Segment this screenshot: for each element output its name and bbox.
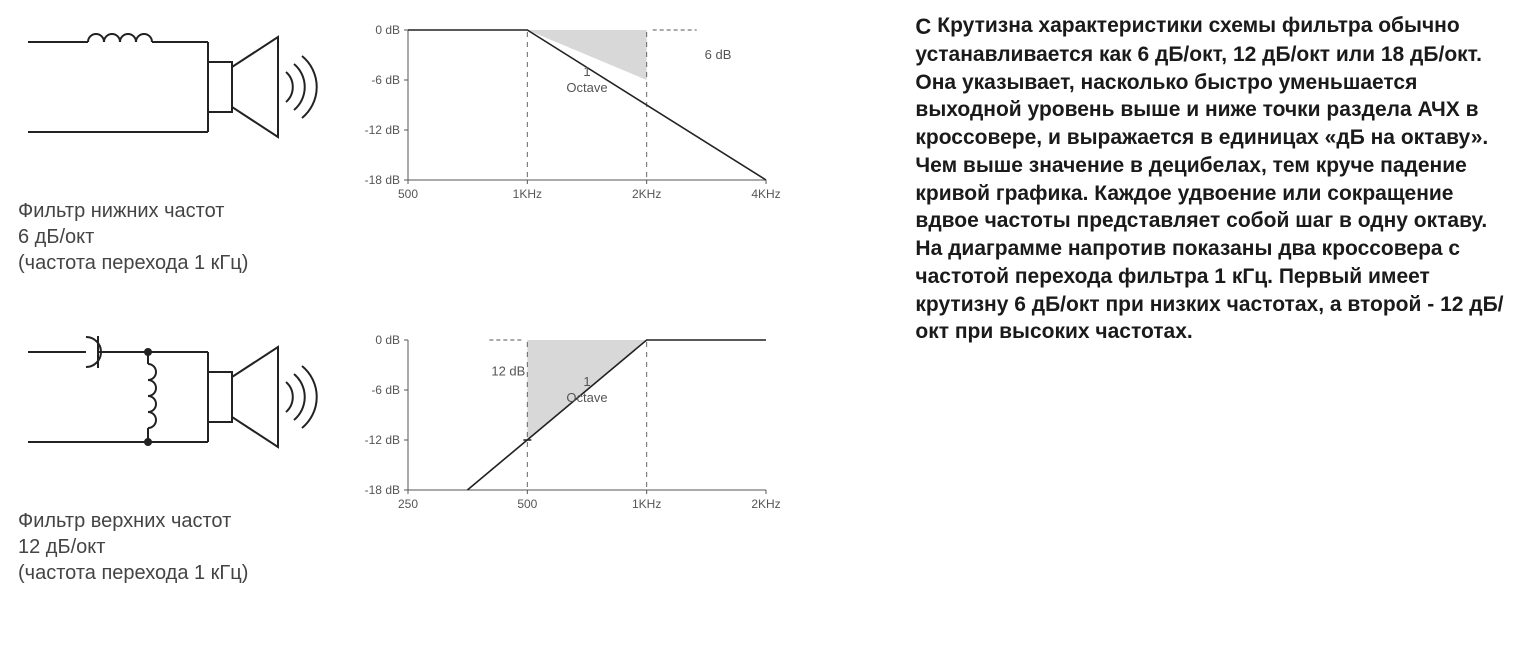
highpass-chart-svg: 0 dB -6 dB -12 dB -18 dB250 500 1KHz 2KHz 1Octa… [346, 322, 786, 522]
svg-text:1KHz: 1KHz [513, 187, 542, 201]
svg-text:-6 dB: -6 dB [371, 383, 400, 397]
paragraph-text: Крутизна характеристики схемы фильтра об… [915, 14, 1503, 343]
lowpass-caption-l2: 6 дБ/окт [18, 226, 94, 248]
description-paragraph: CКрутизна характеристики схемы фильтра о… [915, 12, 1515, 346]
highpass-caption-l1: Фильтр верхних частот [18, 510, 231, 532]
lowpass-circuit: Фильтр нижних частот 6 дБ/окт (частота п… [18, 12, 318, 276]
svg-text:12 dB: 12 dB [491, 363, 525, 378]
svg-text:500: 500 [517, 497, 537, 511]
lowpass-caption-l3: (частота перехода 1 кГц) [18, 252, 248, 274]
diagrams-column: Фильтр нижних частот 6 дБ/окт (частота п… [18, 12, 867, 586]
lowpass-caption-l1: Фильтр нижних частот [18, 200, 224, 222]
svg-text:Octave: Octave [566, 390, 607, 405]
svg-text:2KHz: 2KHz [632, 187, 661, 201]
highpass-circuit: Фильтр верхних частот 12 дБ/окт (частота… [18, 322, 318, 586]
paragraph-marker: C [915, 14, 931, 39]
svg-text:1: 1 [583, 64, 590, 79]
svg-text:500: 500 [398, 187, 418, 201]
lowpass-circuit-svg [18, 12, 318, 192]
svg-text:250: 250 [398, 497, 418, 511]
highpass-caption-l2: 12 дБ/окт [18, 536, 105, 558]
svg-text:2KHz: 2KHz [751, 497, 780, 511]
svg-text:0 dB: 0 dB [375, 23, 400, 37]
svg-text:4KHz: 4KHz [751, 187, 780, 201]
svg-text:-12 dB: -12 dB [365, 433, 400, 447]
svg-text:-12 dB: -12 dB [365, 123, 400, 137]
lowpass-chart-svg: 0 dB -6 dB -12 dB -18 dB500 1KHz 2KHz 4KHz 1Oct… [346, 12, 786, 212]
lowpass-chart: 0 dB -6 dB -12 dB -18 dB500 1KHz 2KHz 4KHz 1Oct… [346, 12, 786, 212]
svg-text:1: 1 [583, 374, 590, 389]
svg-text:1KHz: 1KHz [632, 497, 661, 511]
lowpass-block: Фильтр нижних частот 6 дБ/окт (частота п… [18, 12, 867, 276]
svg-text:6 dB: 6 dB [705, 47, 732, 62]
svg-text:-6 dB: -6 dB [371, 73, 400, 87]
svg-text:Octave: Octave [566, 80, 607, 95]
highpass-caption-l3: (частота перехода 1 кГц) [18, 562, 248, 584]
lowpass-caption: Фильтр нижних частот 6 дБ/окт (частота п… [18, 198, 318, 276]
highpass-chart: 0 dB -6 dB -12 dB -18 dB250 500 1KHz 2KHz 1Octa… [346, 322, 786, 522]
svg-text:-18 dB: -18 dB [365, 173, 400, 187]
page-layout: Фильтр нижних частот 6 дБ/окт (частота п… [18, 12, 1515, 586]
highpass-circuit-svg [18, 322, 318, 502]
svg-text:0 dB: 0 dB [375, 333, 400, 347]
highpass-block: Фильтр верхних частот 12 дБ/окт (частота… [18, 322, 867, 586]
svg-text:-18 dB: -18 dB [365, 483, 400, 497]
highpass-caption: Фильтр верхних частот 12 дБ/окт (частота… [18, 508, 318, 586]
